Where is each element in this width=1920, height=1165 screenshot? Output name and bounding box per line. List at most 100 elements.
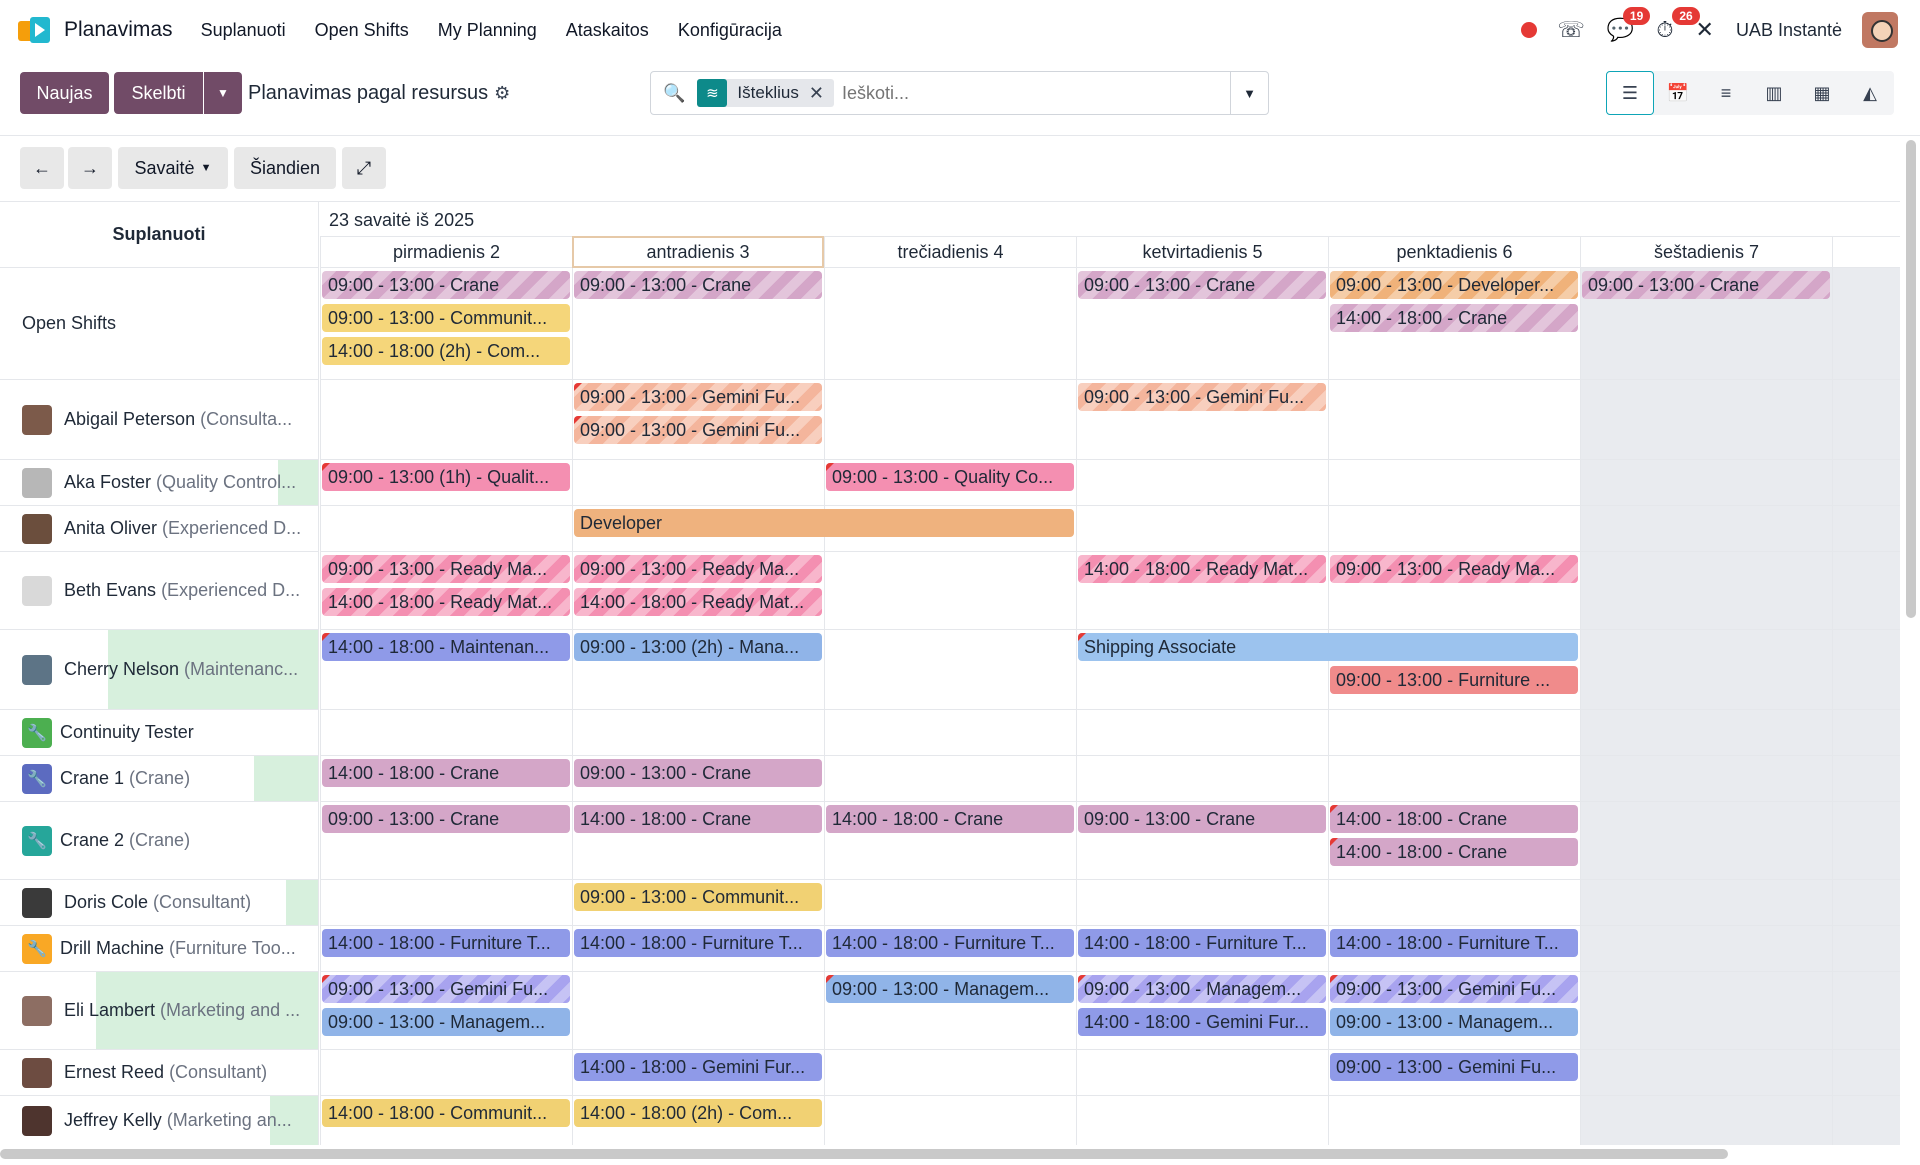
new-button[interactable]: Naujas: [20, 72, 109, 114]
shift-pill[interactable]: 09:00 - 13:00 - Gemini Fu...: [574, 416, 822, 444]
gantt-row-header[interactable]: Aka Foster (Quality Control...: [0, 460, 319, 506]
shift-pill[interactable]: 09:00 - 13:00 - Furniture ...: [1330, 666, 1578, 694]
shift-pill[interactable]: 14:00 - 18:00 - Ready Mat...: [322, 588, 570, 616]
shift-pill[interactable]: 09:00 - 13:00 - Communit...: [322, 304, 570, 332]
shift-pill[interactable]: 09:00 - 13:00 - Communit...: [574, 883, 822, 911]
publish-button[interactable]: Skelbti: [114, 72, 203, 114]
shift-pill[interactable]: 09:00 - 13:00 - Managem...: [826, 975, 1074, 1003]
shift-pill[interactable]: 09:00 - 13:00 - Ready Ma...: [322, 555, 570, 583]
previous-button[interactable]: ←: [20, 147, 64, 189]
shift-pill[interactable]: 14:00 - 18:00 (2h) - Com...: [322, 337, 570, 365]
shift-pill[interactable]: 14:00 - 18:00 - Gemini Fur...: [574, 1053, 822, 1081]
activity-clock-icon[interactable]: ⏱ 26: [1656, 7, 1700, 43]
shift-pill[interactable]: 09:00 - 13:00 - Crane: [322, 271, 570, 299]
menu-ataskaitos[interactable]: Ataskaitos: [565, 19, 649, 40]
shift-pill[interactable]: 09:00 - 13:00 (1h) - Qualit...: [322, 463, 570, 491]
gantt-row-cells[interactable]: [320, 802, 1900, 880]
list-view-button[interactable]: ≡: [1702, 71, 1750, 115]
gantt-row-header[interactable]: Abigail Peterson (Consulta...: [0, 380, 319, 460]
shift-pill[interactable]: 14:00 - 18:00 - Crane: [322, 759, 570, 787]
gantt-row-cells[interactable]: [320, 972, 1900, 1050]
gantt-row-cells[interactable]: [320, 630, 1900, 710]
gantt-row-header[interactable]: Anita Oliver (Experienced D...: [0, 506, 319, 552]
messages-icon[interactable]: 💬 19: [1607, 7, 1651, 43]
shift-pill[interactable]: 14:00 - 18:00 - Communit...: [322, 1099, 570, 1127]
search-icon[interactable]: 🔍: [663, 82, 686, 103]
user-avatar[interactable]: [1862, 12, 1898, 48]
shift-pill[interactable]: 14:00 - 18:00 - Maintenan...: [322, 633, 570, 661]
shift-pill[interactable]: 09:00 - 13:00 - Ready Ma...: [574, 555, 822, 583]
phone-icon[interactable]: ☏: [1557, 17, 1585, 42]
gantt-row-cells[interactable]: [320, 710, 1900, 756]
app-brand[interactable]: Planavimas: [18, 17, 173, 43]
shift-pill[interactable]: 14:00 - 18:00 - Furniture T...: [826, 929, 1074, 957]
gantt-row-header[interactable]: 🔧 Crane 1 (Crane): [0, 756, 319, 802]
today-button[interactable]: Šiandien: [234, 147, 336, 189]
shift-pill[interactable]: 14:00 - 18:00 - Crane: [1330, 838, 1578, 866]
expand-button[interactable]: ⤢: [342, 147, 386, 189]
shift-pill[interactable]: 14:00 - 18:00 - Crane: [826, 805, 1074, 833]
gantt-row-header[interactable]: Ernest Reed (Consultant): [0, 1050, 319, 1096]
vertical-scrollbar[interactable]: [1906, 140, 1916, 618]
shift-pill[interactable]: 14:00 - 18:00 - Ready Mat...: [1078, 555, 1326, 583]
recording-indicator-icon[interactable]: [1521, 22, 1538, 38]
shift-pill[interactable]: 14:00 - 18:00 - Crane: [574, 805, 822, 833]
shift-pill[interactable]: 09:00 - 13:00 - Managem...: [1330, 1008, 1578, 1036]
shift-pill[interactable]: 09:00 - 13:00 - Developer...: [1330, 271, 1578, 299]
tools-icon[interactable]: ✕: [1695, 17, 1714, 42]
shift-pill[interactable]: 14:00 - 18:00 - Crane: [1330, 805, 1578, 833]
shift-pill[interactable]: 14:00 - 18:00 (2h) - Com...: [574, 1099, 822, 1127]
gantt-row-header[interactable]: Open Shifts: [0, 268, 319, 380]
gantt-row-header[interactable]: Jeffrey Kelly (Marketing an...: [0, 1096, 319, 1145]
remove-facet-icon[interactable]: ✕: [808, 82, 824, 103]
shift-pill[interactable]: 14:00 - 18:00 - Gemini Fur...: [1078, 1008, 1326, 1036]
publish-dropdown-toggle[interactable]: ▼: [204, 72, 242, 114]
kanban-view-button[interactable]: ▥: [1750, 71, 1798, 115]
menu-open-shifts[interactable]: Open Shifts: [314, 19, 409, 40]
shift-pill[interactable]: 14:00 - 18:00 - Furniture T...: [322, 929, 570, 957]
shift-pill[interactable]: 09:00 - 13:00 (2h) - Mana...: [574, 633, 822, 661]
gantt-row-header[interactable]: 🔧 Crane 2 (Crane): [0, 802, 319, 880]
gantt-row-cells[interactable]: [320, 880, 1900, 926]
shift-pill[interactable]: 09:00 - 13:00 - Crane: [1582, 271, 1830, 299]
shift-pill[interactable]: 14:00 - 18:00 - Furniture T...: [1330, 929, 1578, 957]
shift-pill[interactable]: 09:00 - 13:00 - Managem...: [322, 1008, 570, 1036]
gantt-row-cells[interactable]: [320, 552, 1900, 630]
shift-pill[interactable]: 09:00 - 13:00 - Quality Co...: [826, 463, 1074, 491]
shift-pill[interactable]: Developer: [574, 509, 1074, 537]
graph-view-button[interactable]: ◭: [1846, 71, 1894, 115]
shift-pill[interactable]: 09:00 - 13:00 - Gemini Fu...: [1330, 1053, 1578, 1081]
gantt-row-header[interactable]: Doris Cole (Consultant): [0, 880, 319, 926]
scale-dropdown[interactable]: Savaitė ▼: [118, 147, 228, 189]
gantt-row-header[interactable]: 🔧 Drill Machine (Furniture Too...: [0, 926, 319, 972]
shift-pill[interactable]: 14:00 - 18:00 - Crane: [1330, 304, 1578, 332]
gantt-row-cells[interactable]: [320, 380, 1900, 460]
pivot-view-button[interactable]: ▦: [1798, 71, 1846, 115]
shift-pill[interactable]: 09:00 - 13:00 - Crane: [1078, 271, 1326, 299]
shift-pill[interactable]: Shipping Associate: [1078, 633, 1578, 661]
gantt-row-header[interactable]: Eli Lambert (Marketing and ...: [0, 972, 319, 1050]
gantt-row-cells[interactable]: [320, 1050, 1900, 1096]
shift-pill[interactable]: 14:00 - 18:00 - Furniture T...: [574, 929, 822, 957]
next-button[interactable]: →: [68, 147, 112, 189]
gantt-row-header[interactable]: 🔧 Continuity Tester: [0, 710, 319, 756]
horizontal-scrollbar[interactable]: [0, 1149, 1728, 1159]
shift-pill[interactable]: 09:00 - 13:00 - Crane: [322, 805, 570, 833]
shift-pill[interactable]: 09:00 - 13:00 - Gemini Fu...: [1078, 383, 1326, 411]
gear-icon[interactable]: ⚙: [494, 83, 511, 103]
shift-pill[interactable]: 09:00 - 13:00 - Ready Ma...: [1330, 555, 1578, 583]
menu-konfiguracija[interactable]: Konfigūracija: [677, 19, 782, 40]
shift-pill[interactable]: 09:00 - 13:00 - Gemini Fu...: [574, 383, 822, 411]
shift-pill[interactable]: 09:00 - 13:00 - Managem...: [1078, 975, 1326, 1003]
shift-pill[interactable]: 09:00 - 13:00 - Crane: [574, 759, 822, 787]
shift-pill[interactable]: 09:00 - 13:00 - Crane: [1078, 805, 1326, 833]
company-switcher[interactable]: UAB Instantė: [1735, 19, 1842, 40]
search-options-toggle[interactable]: ▼: [1230, 72, 1268, 114]
menu-suplanuoti[interactable]: Suplanuoti: [200, 19, 286, 40]
gantt-row-header[interactable]: Cherry Nelson (Maintenanc...: [0, 630, 319, 710]
gantt-row-cells[interactable]: [320, 926, 1900, 972]
gantt-row-header[interactable]: Beth Evans (Experienced D...: [0, 552, 319, 630]
calendar-view-button[interactable]: 📅: [1654, 71, 1702, 115]
gantt-row-cells[interactable]: [320, 756, 1900, 802]
gantt-resource-view-button[interactable]: ☰: [1606, 71, 1654, 115]
